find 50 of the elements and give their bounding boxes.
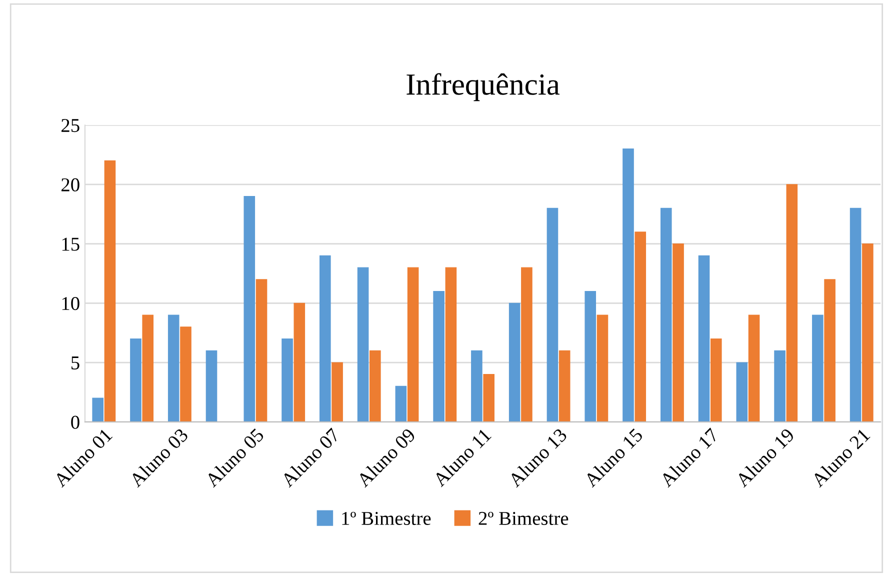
bar — [521, 267, 532, 422]
y-tick-label: 0 — [71, 416, 80, 429]
bar — [168, 314, 180, 422]
legend-label: 2º Bimestre — [478, 512, 568, 525]
bar — [244, 196, 256, 422]
y-tick-label: 20 — [62, 178, 80, 192]
bar — [596, 314, 608, 422]
bar — [634, 232, 646, 422]
y-tick-label: 15 — [62, 238, 80, 251]
bar — [256, 279, 268, 422]
bar — [180, 326, 192, 422]
bar — [433, 290, 444, 422]
bar — [558, 350, 570, 422]
bar — [282, 338, 293, 422]
bar — [698, 255, 710, 422]
bar — [142, 314, 154, 422]
bar — [710, 338, 722, 422]
bar — [622, 148, 634, 422]
bar — [445, 267, 457, 422]
bar — [294, 302, 306, 422]
bar — [357, 267, 369, 422]
bar — [774, 350, 786, 422]
bar — [395, 386, 407, 422]
bar — [92, 398, 104, 422]
bar — [584, 290, 596, 422]
bar — [471, 350, 482, 422]
bar — [332, 362, 343, 422]
chart-title: Infrequência — [406, 73, 560, 102]
bar — [483, 374, 494, 422]
bar — [370, 350, 381, 422]
bar — [206, 350, 218, 422]
bar — [672, 243, 684, 422]
bar — [736, 362, 748, 422]
bar — [660, 208, 672, 422]
legend-label: 1º Bimestre — [342, 512, 431, 525]
bar — [862, 243, 874, 422]
bar — [824, 279, 836, 422]
y-tick-label: 5 — [72, 356, 80, 370]
bar — [748, 314, 760, 422]
y-tick-label: 10 — [62, 297, 80, 310]
bar — [812, 314, 824, 422]
bar — [786, 184, 798, 422]
bar — [508, 302, 520, 422]
bar — [546, 208, 558, 422]
y-tick-label: 25 — [62, 119, 80, 132]
bar — [407, 267, 419, 422]
bar — [850, 208, 862, 422]
bar — [104, 160, 116, 422]
bar — [130, 338, 142, 422]
bar — [320, 255, 331, 422]
